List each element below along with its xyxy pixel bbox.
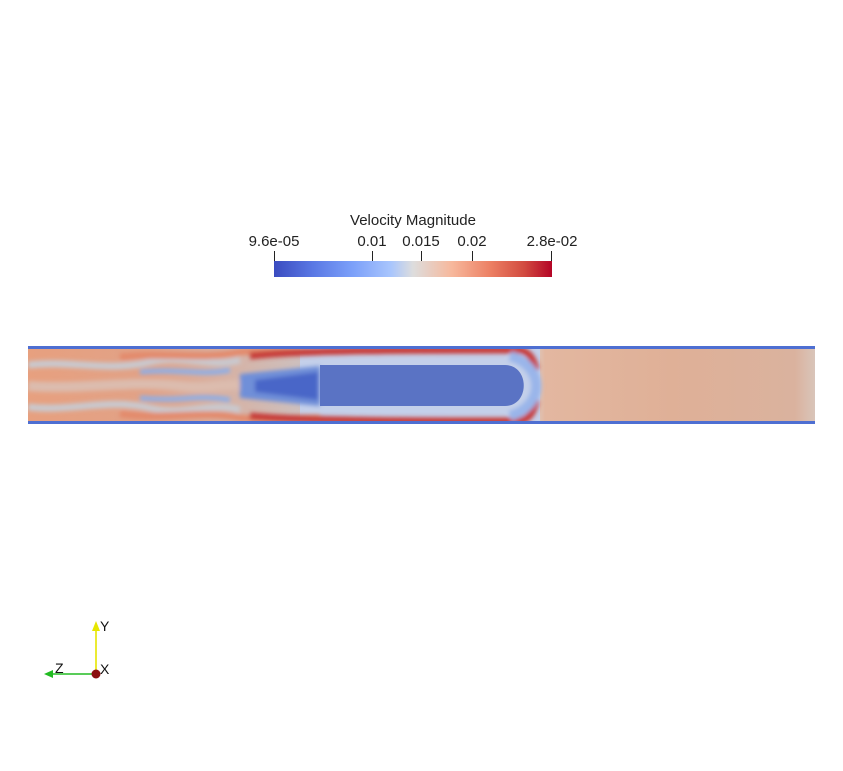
- y-axis-arrowhead: [92, 621, 100, 631]
- colorbar-tick-mark: [551, 251, 552, 265]
- colorbar-tick-label: 0.01: [357, 233, 387, 250]
- colorbar-tick-label: 0.015: [402, 233, 440, 250]
- colorbar-tick-mark: [472, 251, 473, 265]
- y-axis-label: Y: [100, 618, 110, 634]
- colorbar-max-label: 2.8e-02: [526, 233, 578, 250]
- x-axis-label: X: [100, 661, 110, 677]
- colorbar-tick-mark: [421, 251, 422, 265]
- colorbar-tick-mark: [274, 251, 275, 265]
- colorbar-tick-mark: [372, 251, 373, 265]
- orientation-axes: [44, 621, 101, 679]
- colorbar-min-label: 9.6e-05: [248, 233, 300, 250]
- x-axis-marker: [91, 669, 101, 679]
- colorbar-tick-label: 0.02: [457, 233, 487, 250]
- channel-domain: [28, 346, 815, 424]
- z-axis-arrowhead: [44, 670, 53, 678]
- z-axis-label: Z: [55, 660, 64, 676]
- obstacle-body: [320, 365, 524, 406]
- colorbar-gradient: [274, 261, 552, 277]
- colorbar-title: Velocity Magnitude: [350, 212, 476, 229]
